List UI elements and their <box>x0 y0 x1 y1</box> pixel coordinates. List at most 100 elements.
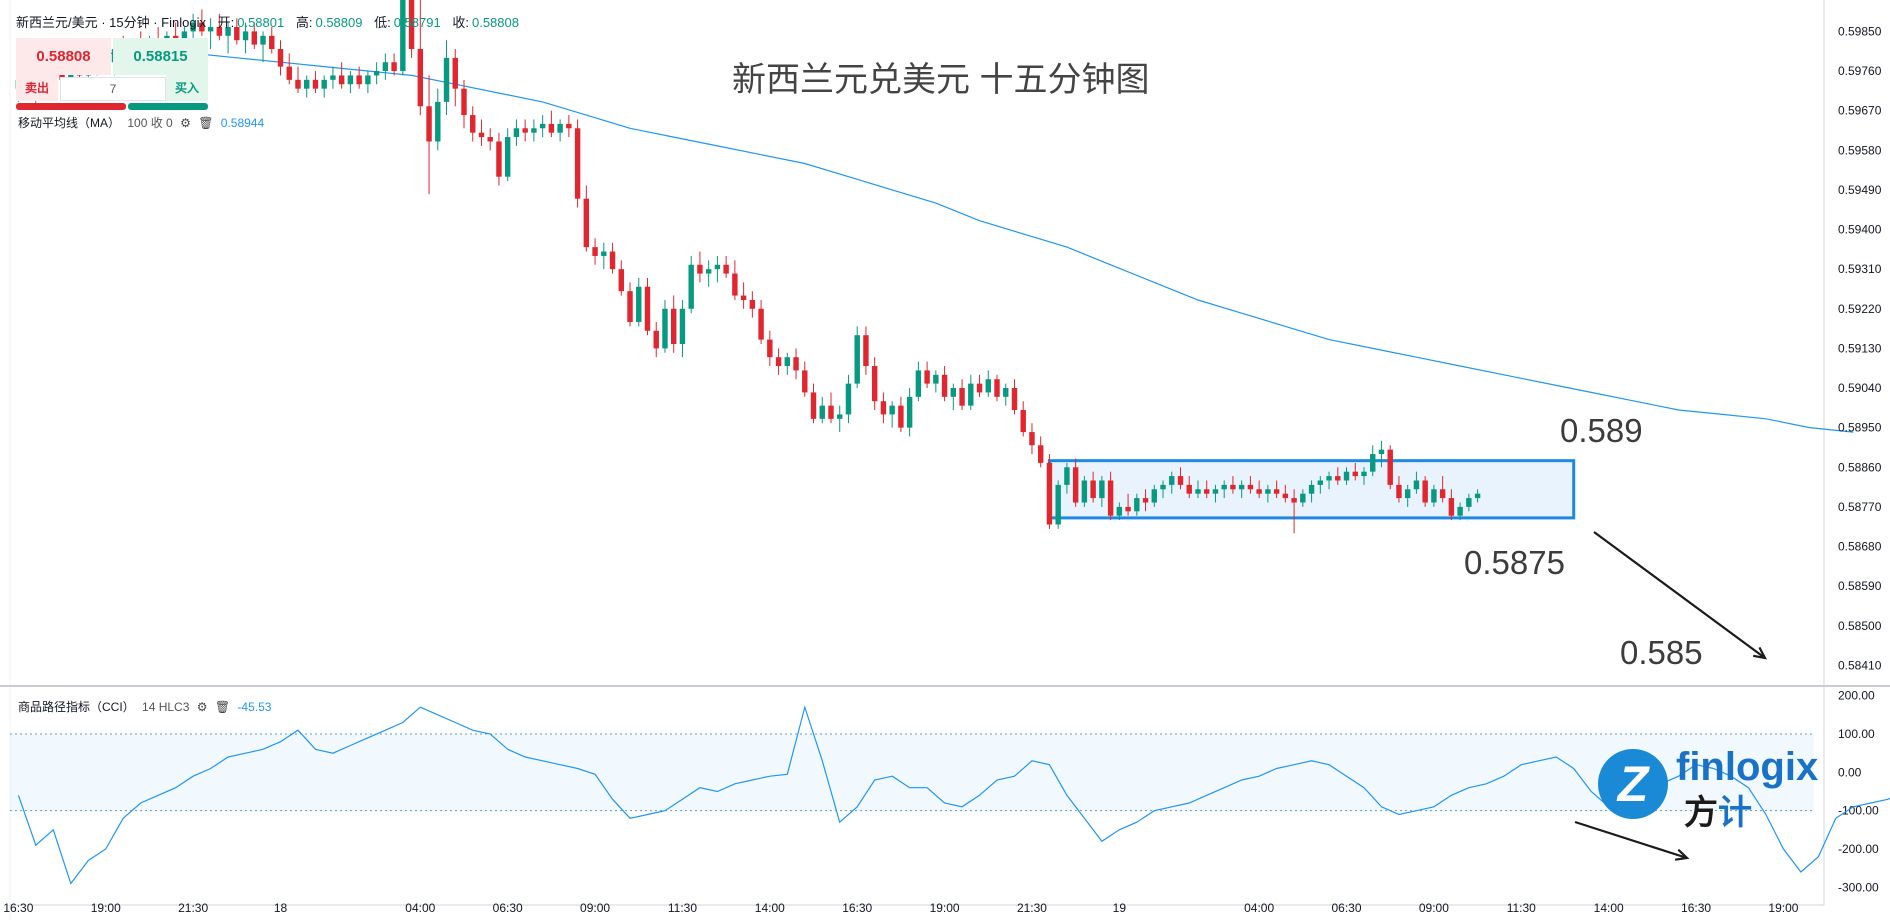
candle-body <box>382 62 389 72</box>
candle-body <box>697 264 703 274</box>
candle-body <box>906 396 913 428</box>
candle-body <box>487 137 493 142</box>
candle-body <box>426 106 432 142</box>
candle-body <box>190 22 196 32</box>
candle-body <box>1448 498 1455 516</box>
candle-body <box>338 75 345 85</box>
candle-body <box>1291 498 1297 503</box>
candle-body <box>592 247 598 256</box>
sell-price[interactable]: 0.58808 <box>16 38 111 75</box>
settings-icon[interactable]: ⚙ <box>196 700 208 714</box>
candle-body <box>1064 467 1070 485</box>
price-tick-label: 0.58500 <box>1838 619 1882 633</box>
sell-button[interactable]: 卖出 <box>16 75 58 101</box>
candle-body <box>871 366 878 402</box>
trade-panel: 0.58808 0.58815 卖出 7 买入 <box>16 38 208 111</box>
candle-body <box>295 79 301 89</box>
quantity-input[interactable]: 7 <box>60 77 166 101</box>
time-tick-label: 16:30 <box>842 901 872 915</box>
candle-body <box>504 137 511 177</box>
candle-body <box>443 57 450 102</box>
candle-body <box>1116 506 1123 516</box>
candle-body <box>199 22 205 32</box>
sell-ratio-bar <box>16 103 126 110</box>
candle-body <box>225 27 231 36</box>
candle-body <box>1300 493 1306 503</box>
candle-body <box>400 0 406 72</box>
candle-body <box>618 269 624 292</box>
candle-body <box>723 264 729 274</box>
time-tick-label: 09:00 <box>1419 901 1449 915</box>
candle-body <box>1221 484 1227 490</box>
settings-icon[interactable]: ⚙ <box>180 116 191 130</box>
price-tick-label: 0.59400 <box>1838 223 1882 237</box>
cci-tick-label: -200.00 <box>1838 842 1879 856</box>
candle-body <box>1413 480 1420 490</box>
ma-value: 0.58944 <box>220 116 265 130</box>
price-tick-label: 0.58950 <box>1838 421 1882 435</box>
open-label: 开: <box>217 15 235 30</box>
logo-cn-b: 计 <box>1718 794 1752 832</box>
trash-icon[interactable]: 🗑 <box>214 700 231 714</box>
cci-legend[interactable]: 商品路径指标（CCI） 14 HLC3 ⚙ 🗑 -45.53 <box>18 698 271 715</box>
candle-body <box>802 370 808 393</box>
open-value: 0.58801 <box>237 15 285 30</box>
candle-body <box>959 388 965 406</box>
candle-body <box>749 299 756 309</box>
cci-tick-label: 0.00 <box>1838 765 1862 779</box>
candle-body <box>304 79 310 89</box>
candle-body <box>688 264 694 309</box>
time-tick-label: 19:00 <box>930 901 960 915</box>
cci-down-arrow <box>1574 820 1688 860</box>
time-tick-label: 11:30 <box>1507 901 1536 915</box>
price-tick-label: 0.58590 <box>1838 579 1882 593</box>
logo-cn: 方计 <box>1684 785 1752 834</box>
buy-price[interactable]: 0.58815 <box>113 38 208 75</box>
candle-body <box>705 269 712 274</box>
candle-body <box>854 335 860 384</box>
candle-body <box>740 295 747 300</box>
price-tick-label: 0.59670 <box>1838 104 1882 118</box>
cci-tick-label: 200.00 <box>1838 689 1875 703</box>
candle-body <box>452 57 458 89</box>
candle-body <box>251 31 257 45</box>
time-tick-label: 04:00 <box>1244 901 1274 915</box>
candle-body <box>1457 506 1463 516</box>
candle-body <box>1396 484 1402 499</box>
candle-body <box>531 128 537 133</box>
candle-body <box>496 141 502 177</box>
candle-body <box>880 401 887 415</box>
candle-body <box>242 31 249 41</box>
candle-body <box>408 0 415 50</box>
candle-body <box>1142 498 1149 503</box>
logo-word: finlogix <box>1676 745 1819 789</box>
candle-body <box>714 264 721 270</box>
candle-body <box>59 71 65 80</box>
candle-body <box>1046 462 1053 525</box>
candle-body <box>330 75 336 80</box>
close-label: 收: <box>452 15 469 30</box>
candle-body <box>653 330 659 349</box>
price-down-arrow-head <box>1753 646 1768 660</box>
candle-body <box>478 132 485 138</box>
trash-icon[interactable]: 🗑 <box>198 116 214 130</box>
ma-legend[interactable]: 移动平均线（MA） 100 收 0 ⚙ 🗑 0.58944 <box>18 114 264 131</box>
candle-body <box>321 79 327 89</box>
candle-body <box>286 66 292 80</box>
candle-body <box>1335 476 1341 481</box>
candle-body <box>1361 471 1367 477</box>
candle-body <box>1317 480 1324 485</box>
candle-body <box>583 198 590 248</box>
cci-tick-label: -100.00 <box>1838 804 1879 818</box>
candle-body <box>1212 489 1219 494</box>
candle-body <box>1387 449 1393 485</box>
time-tick-label: 19:00 <box>1768 901 1798 915</box>
resistance-annotation: 0.589 <box>1560 412 1643 449</box>
candle-body <box>1265 489 1271 494</box>
candle-body <box>828 405 834 419</box>
candle-body <box>1466 498 1472 507</box>
buy-button[interactable]: 买入 <box>166 75 208 101</box>
time-tick-label: 21:30 <box>1017 901 1047 915</box>
candle-body <box>1247 484 1254 490</box>
